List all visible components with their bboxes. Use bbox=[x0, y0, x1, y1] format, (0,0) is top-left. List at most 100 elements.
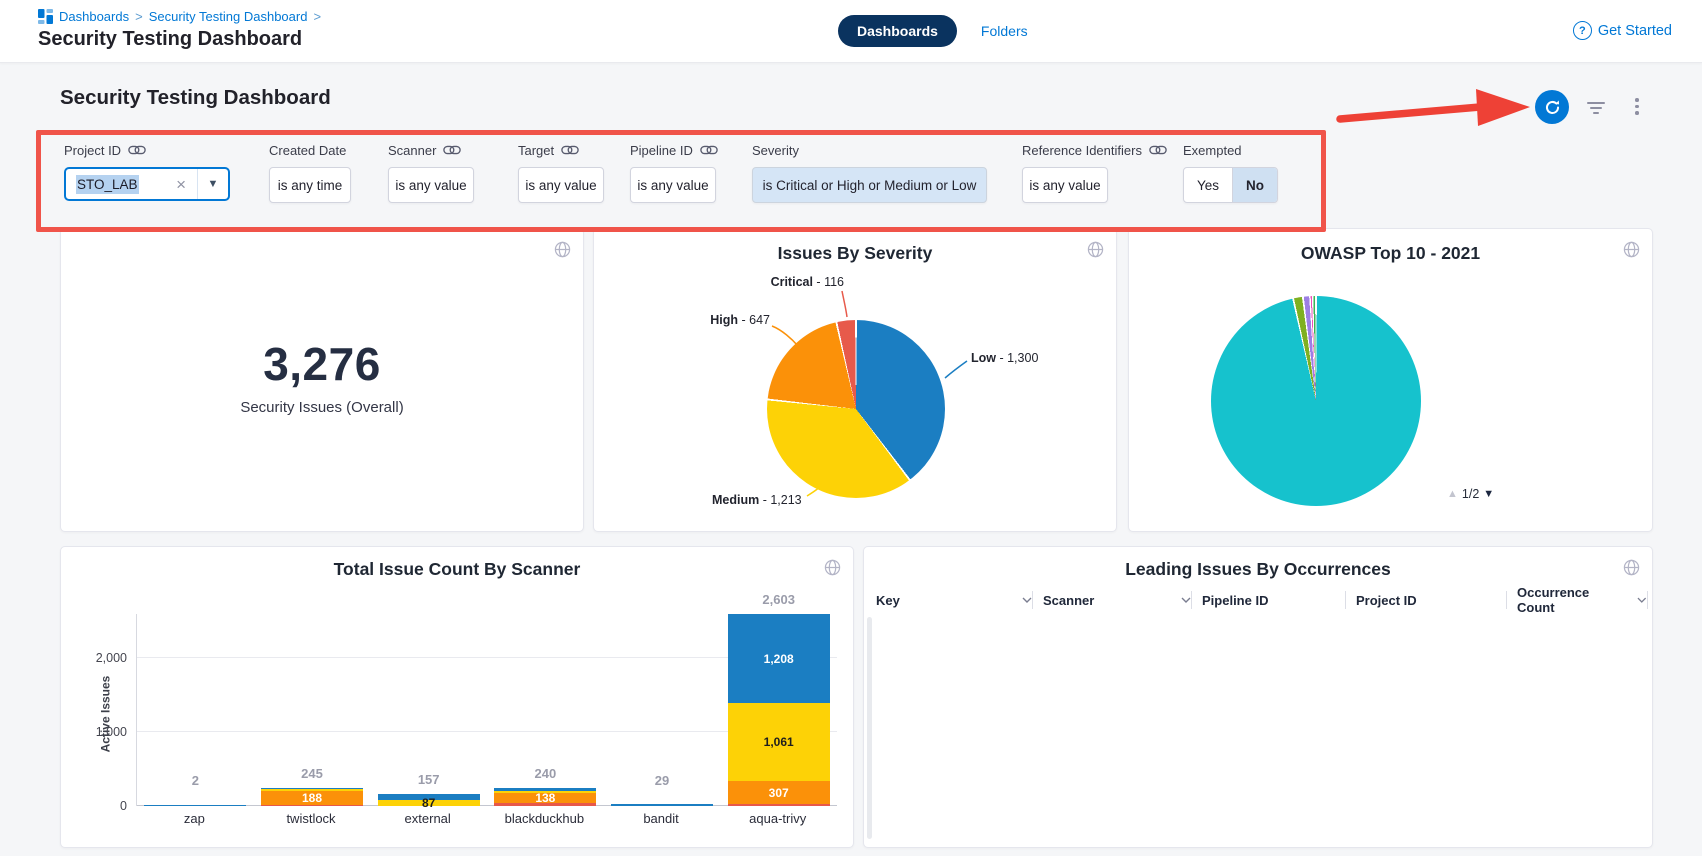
globe-icon bbox=[1623, 559, 1640, 576]
column-header-scanner[interactable]: Scanner bbox=[1033, 591, 1192, 609]
pipeline-id-filter-button[interactable]: is any value bbox=[630, 167, 716, 203]
column-header-key[interactable]: Key bbox=[874, 591, 1033, 609]
breadcrumb-current-link[interactable]: Security Testing Dashboard bbox=[148, 9, 308, 24]
chevron-down-icon[interactable] bbox=[1637, 597, 1647, 603]
clear-icon[interactable]: × bbox=[176, 174, 186, 194]
refresh-button[interactable] bbox=[1535, 90, 1569, 124]
chevron-down-icon[interactable] bbox=[1181, 597, 1191, 603]
column-header-project-id[interactable]: Project ID bbox=[1346, 591, 1507, 609]
bar-column-blackduckhub: 138 240 bbox=[487, 614, 604, 806]
gridline bbox=[137, 657, 837, 659]
bar-segment-critical[interactable] bbox=[261, 804, 363, 806]
get-started-link[interactable]: ? Get Started bbox=[1572, 21, 1672, 40]
bar-segment-low[interactable] bbox=[261, 787, 363, 789]
tab-folders[interactable]: Folders bbox=[980, 23, 1028, 39]
target-filter-button[interactable]: is any value bbox=[518, 167, 604, 203]
refresh-icon bbox=[1545, 99, 1559, 114]
created-date-filter-button[interactable]: is any time bbox=[269, 167, 351, 203]
bar-total-label: 245 bbox=[301, 765, 323, 781]
y-axis-tick: 0 bbox=[120, 799, 127, 813]
category-label-blackduckhub: blackduckhub bbox=[504, 811, 585, 826]
kebab-menu-icon[interactable] bbox=[1630, 95, 1644, 118]
card-issues-by-severity: Issues By Severity Critical - 116 High -… bbox=[593, 228, 1117, 532]
filter-label: Scanner bbox=[388, 142, 437, 158]
category-label-bandit: bandit bbox=[643, 811, 679, 826]
exempted-yes-option[interactable]: Yes bbox=[1197, 177, 1220, 193]
bar-segment-critical[interactable] bbox=[727, 803, 830, 806]
y-axis-tick: 2,000 bbox=[95, 651, 127, 666]
link-icon bbox=[128, 145, 146, 155]
filter-exempted: Exempted Yes No bbox=[1183, 142, 1279, 203]
project-id-filter-input[interactable]: STO_LAB × ▼ bbox=[64, 167, 230, 201]
project-id-filter-value: STO_LAB bbox=[76, 174, 139, 194]
bar-segment-medium[interactable]: 87 bbox=[377, 797, 480, 809]
bar-column-external: 87 157 bbox=[370, 614, 487, 809]
bar-segment-medium[interactable] bbox=[494, 790, 597, 794]
dashboards-grid-icon bbox=[38, 9, 53, 24]
filter-severity: Severity is Critical or High or Medium o… bbox=[752, 142, 987, 203]
card-title: Leading Issues By Occurrences bbox=[1125, 559, 1391, 579]
header-tabs: Dashboards Folders bbox=[838, 15, 1028, 47]
table-scrollbar[interactable] bbox=[867, 617, 872, 839]
exempted-no-option[interactable]: No bbox=[1232, 168, 1278, 202]
bar-segment-low[interactable]: 1,208 bbox=[727, 614, 830, 704]
bar-column-bandit: 29 bbox=[604, 614, 721, 806]
column-header-occurrence-count[interactable]: Occurrence Count bbox=[1507, 585, 1648, 615]
bar-column-aqua-trivy: 1,208 1,061 307 2,603 bbox=[720, 592, 837, 806]
dashboard-title: Security Testing Dashboard bbox=[60, 86, 331, 109]
scanner-filter-button[interactable]: is any value bbox=[388, 167, 474, 203]
bar-segment-low[interactable] bbox=[377, 794, 480, 800]
bar-twistlock[interactable]: 188 bbox=[261, 787, 363, 806]
issues-by-severity-pie-chart[interactable] bbox=[767, 320, 945, 498]
globe-icon bbox=[554, 241, 571, 258]
filter-label: Severity bbox=[752, 142, 799, 158]
filter-reference-identifiers: Reference Identifiers is any value bbox=[1022, 142, 1167, 203]
x-axis-category-labels: zap twistlock external blackduckhub bandit aq… bbox=[136, 811, 836, 826]
bar-external[interactable]: 87 bbox=[377, 794, 480, 809]
filter-label: Reference Identifiers bbox=[1022, 142, 1142, 158]
chevron-down-icon[interactable] bbox=[1022, 597, 1032, 603]
bar-blackduckhub[interactable]: 138 bbox=[494, 788, 597, 806]
bar-segment-low[interactable] bbox=[144, 805, 247, 806]
bar-column-zap: 2 bbox=[137, 614, 254, 806]
owasp-top-10-pie-chart[interactable] bbox=[1211, 296, 1421, 506]
card-owasp-top-10: OWASP Top 10 - 2021 ▲ 1/2 ▼ bbox=[1128, 228, 1653, 532]
bar-segment-low[interactable] bbox=[611, 803, 714, 806]
chevron-down-icon[interactable]: ▼ bbox=[197, 169, 228, 199]
bar-segment-low[interactable] bbox=[494, 788, 597, 791]
owasp-pager: ▲ 1/2 ▼ bbox=[1447, 487, 1494, 501]
bar-segment-high[interactable]: 138 bbox=[494, 792, 597, 804]
category-label-twistlock: twistlock bbox=[286, 811, 336, 826]
column-header-pipeline-id[interactable]: Pipeline ID bbox=[1192, 591, 1346, 609]
filter-label: Target bbox=[518, 142, 555, 158]
bar-total-label: 29 bbox=[654, 773, 670, 788]
bar-segment-high[interactable]: 307 bbox=[727, 781, 830, 804]
bar-segment-high[interactable]: 188 bbox=[261, 791, 363, 805]
bar-segment-medium[interactable] bbox=[261, 788, 363, 792]
page-title: Security Testing Dashboard bbox=[38, 28, 303, 50]
link-icon bbox=[1149, 145, 1167, 155]
bar-segment-critical[interactable] bbox=[494, 803, 597, 806]
bar-aqua-trivy[interactable]: 1,208 1,061 307 bbox=[727, 614, 830, 806]
breadcrumb-separator: > bbox=[313, 9, 322, 24]
filter-icon[interactable] bbox=[1586, 99, 1606, 117]
dashboard-filters: Project ID STO_LAB × ▼ Created Date is a… bbox=[0, 142, 1702, 222]
card-total-issue-count-by-scanner: Total Issue Count By Scanner Active Issu… bbox=[60, 546, 854, 848]
tab-dashboards[interactable]: Dashboards bbox=[838, 15, 957, 47]
link-icon bbox=[700, 145, 718, 155]
filter-created-date: Created Date is any time bbox=[269, 142, 351, 203]
callout-medium: Medium - 1,213 bbox=[712, 493, 802, 507]
reference-identifiers-filter-button[interactable]: is any value bbox=[1022, 167, 1108, 203]
breadcrumb: Dashboards > Security Testing Dashboard … bbox=[38, 9, 321, 24]
bar-segment-medium[interactable]: 1,061 bbox=[727, 703, 830, 782]
page-down-icon[interactable]: ▼ bbox=[1483, 488, 1495, 500]
bar-zap[interactable] bbox=[144, 805, 247, 806]
breadcrumb-dashboards-link[interactable]: Dashboards bbox=[59, 9, 130, 24]
gridline bbox=[137, 731, 837, 733]
card-leading-issues-by-occurrences: Leading Issues By Occurrences Key Scanne… bbox=[863, 546, 1653, 848]
bar-bandit[interactable] bbox=[611, 803, 714, 806]
page-indicator: 1/2 bbox=[1461, 487, 1480, 501]
severity-filter-button[interactable]: is Critical or High or Medium or Low bbox=[752, 167, 987, 203]
page-up-icon[interactable]: ▲ bbox=[1447, 488, 1458, 500]
overall-issues-value: 3,276 bbox=[263, 338, 381, 390]
